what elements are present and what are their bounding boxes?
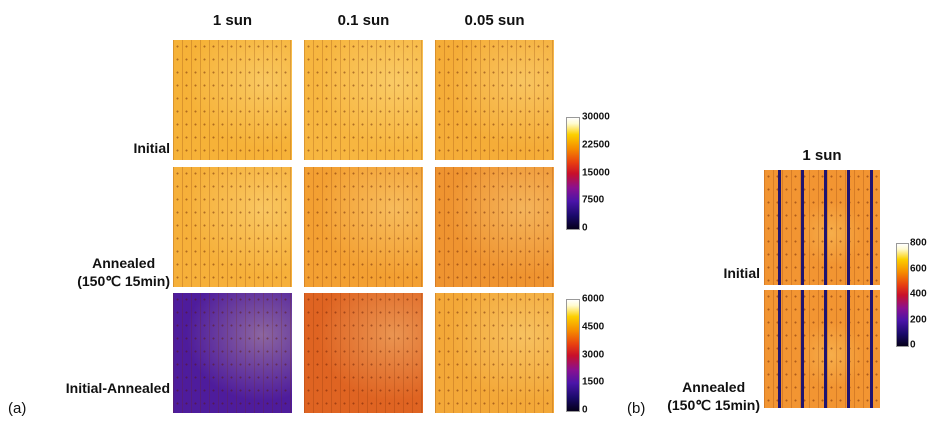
busbar — [870, 170, 873, 285]
colorbar-tick: 4500 — [582, 321, 605, 333]
colorbar-tick: 7500 — [582, 194, 605, 206]
busbar — [801, 290, 804, 408]
column-header: 0.1 sun — [337, 12, 390, 29]
colorbar-tick: 200 — [910, 314, 927, 325]
row-label: Initial-Annealed — [66, 379, 170, 397]
colorbar-tick: 1500 — [582, 376, 605, 388]
colorbar-tick: 0 — [582, 404, 588, 416]
colorbar-tick: 600 — [910, 263, 927, 274]
busbar — [847, 290, 850, 408]
el-image — [304, 293, 423, 413]
colorbar-tick: 22500 — [582, 139, 610, 151]
el-image — [173, 167, 292, 287]
colorbar — [896, 243, 909, 347]
panel-label: (a) — [8, 400, 27, 417]
busbar — [778, 290, 781, 408]
colorbar-tick: 0 — [910, 339, 916, 351]
busbar — [870, 290, 873, 408]
row-label-line: Initial — [133, 140, 170, 156]
colorbar — [566, 117, 580, 230]
el-image — [435, 293, 554, 413]
busbar — [801, 170, 804, 285]
colorbar-tick: 0 — [582, 222, 588, 234]
column-header: 1 sun — [802, 147, 842, 164]
colorbar-tick: 400 — [910, 288, 927, 300]
el-image — [435, 40, 554, 160]
colorbar — [566, 299, 580, 412]
colorbar-tick: 6000 — [582, 293, 605, 305]
row-label: Initial — [723, 264, 760, 282]
row-label-line: Initial — [723, 265, 760, 281]
el-image — [435, 167, 554, 287]
colorbar-tick: 3000 — [582, 349, 605, 360]
el-image — [764, 290, 880, 408]
column-header: 1 sun — [212, 12, 253, 29]
row-label: Initial — [133, 139, 170, 157]
row-label-line: Initial-Annealed — [65, 380, 170, 396]
row-label-line: (150℃ 15min) — [667, 397, 760, 413]
el-image — [764, 170, 880, 285]
el-image — [173, 293, 292, 413]
row-label: Annealed (150℃ 15min) — [77, 254, 170, 290]
row-label: Annealed (150℃ 15min) — [667, 378, 760, 414]
colorbar-tick: 15000 — [582, 167, 610, 178]
colorbar-tick: 30000 — [582, 111, 610, 123]
busbar — [824, 170, 827, 285]
row-label-line: Annealed — [92, 255, 156, 271]
row-label-line: Annealed — [682, 379, 746, 395]
panel-label: (b) — [627, 400, 646, 417]
busbar — [847, 170, 850, 285]
busbar — [824, 290, 827, 408]
el-image — [173, 40, 292, 160]
column-header: 0.05 sun — [464, 12, 525, 29]
el-image — [304, 167, 423, 287]
colorbar-tick: 800 — [910, 237, 927, 249]
row-label-line: (150℃ 15min) — [77, 273, 170, 289]
busbar — [778, 170, 781, 285]
el-image — [304, 40, 423, 160]
